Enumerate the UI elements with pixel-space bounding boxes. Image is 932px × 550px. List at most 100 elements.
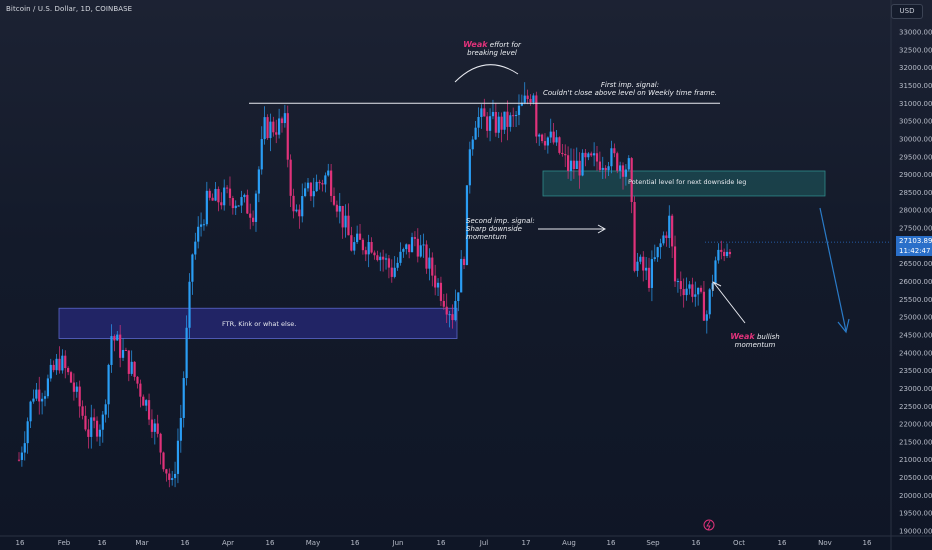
candle-body <box>90 417 93 437</box>
candle-body <box>619 165 622 171</box>
candle-body <box>728 251 732 255</box>
candle-body <box>656 247 659 258</box>
candle-body <box>598 161 601 170</box>
x-tick-label: 16 <box>437 539 446 547</box>
candle-body <box>555 137 558 143</box>
candle-body <box>529 98 532 103</box>
potential-level-label: Potential level for next downside leg <box>628 178 747 186</box>
candle-body <box>509 115 512 127</box>
weak-effort-highlight: Weak <box>463 40 488 49</box>
candle-body <box>413 237 417 239</box>
candle-body <box>49 364 52 379</box>
candle-body <box>263 117 266 140</box>
candle-body <box>130 361 133 374</box>
x-tick-label: Jun <box>392 539 404 547</box>
candle-body <box>558 137 561 153</box>
candle-body <box>653 257 656 260</box>
weak-effort-text: effort for <box>489 41 521 49</box>
y-tick-label: 19000.00 <box>899 528 932 536</box>
weak-bullish-highlight: Weak <box>730 332 755 341</box>
ftr-zone[interactable] <box>58 307 458 339</box>
candle-body <box>116 334 119 341</box>
candle-body <box>503 111 506 130</box>
candle-body <box>682 289 685 296</box>
candle-body <box>610 148 613 167</box>
candle-body <box>38 389 41 402</box>
candle-body <box>578 160 581 176</box>
first-signal-line2: Couldn't close above level on Weekly tim… <box>542 89 717 97</box>
candle-body <box>324 175 327 185</box>
candle-body <box>197 226 200 242</box>
second-signal-annotation: Second imp. signal: Sharp downside momen… <box>466 217 535 241</box>
candle-body <box>587 153 590 158</box>
candle-body <box>387 258 391 268</box>
candle-body <box>405 244 408 250</box>
candle-body <box>304 188 307 197</box>
candle-body <box>500 116 503 130</box>
candle-body <box>110 336 113 365</box>
candle-body <box>214 188 217 201</box>
candle-body <box>353 242 356 251</box>
candle-body <box>650 259 654 288</box>
candle-body <box>64 355 67 369</box>
candle-body <box>182 378 185 418</box>
candle-body <box>697 287 700 295</box>
candle-body <box>488 116 492 131</box>
candle-body <box>636 261 639 271</box>
candle-body <box>95 420 99 437</box>
weak-effort-line2: breaking level <box>467 49 517 57</box>
candle-body <box>549 131 552 138</box>
candle-body <box>416 238 419 257</box>
candle-body <box>647 267 651 288</box>
candle-body <box>220 202 223 206</box>
potential-level-zone[interactable] <box>542 170 826 197</box>
y-tick-label: 28000.00 <box>899 207 932 215</box>
candle-body <box>379 256 382 261</box>
candle-body <box>705 314 708 321</box>
candle-body <box>694 294 697 297</box>
candle-body <box>225 187 229 189</box>
candle-body <box>159 433 162 453</box>
candle-body <box>23 443 26 453</box>
event-lightning-icon[interactable] <box>703 519 715 531</box>
candle-body <box>526 95 529 99</box>
candle-body <box>419 245 422 257</box>
x-tick-label: 16 <box>607 539 616 547</box>
candle-body <box>552 131 555 143</box>
candle-body <box>350 235 353 251</box>
last-price-value: 27103.89 <box>899 237 932 245</box>
candle-body <box>156 423 159 434</box>
currency-button[interactable]: USD <box>891 4 923 19</box>
y-tick-label: 20000.00 <box>899 492 932 500</box>
candle-body <box>26 421 29 444</box>
weak-bullish-annotation: Weak bullish momentum <box>720 332 790 350</box>
candle-body <box>691 284 694 297</box>
candle-body <box>211 197 214 201</box>
candle-body <box>471 139 474 150</box>
candle-body <box>627 158 630 170</box>
candle-body <box>133 361 136 377</box>
candle-body <box>465 185 469 266</box>
candle-body <box>107 364 110 405</box>
candle-body <box>32 398 35 402</box>
candle-body <box>410 237 414 253</box>
candle-body <box>278 118 281 135</box>
candle-body <box>668 215 671 239</box>
candle-body <box>283 113 286 124</box>
candle-body <box>538 134 541 137</box>
candle-body <box>341 205 344 228</box>
candle-body <box>58 358 61 371</box>
candle-body <box>436 282 440 288</box>
candle-body <box>639 256 642 262</box>
candle-body <box>723 251 726 257</box>
candle-body <box>543 141 547 146</box>
candle-body <box>228 188 232 199</box>
y-tick-label: 20500.00 <box>899 474 932 482</box>
candle-body <box>223 187 226 206</box>
y-tick-label: 24000.00 <box>899 349 932 357</box>
candle-body <box>590 153 593 156</box>
candle-body <box>384 258 388 260</box>
y-tick-label: 22000.00 <box>899 421 932 429</box>
candle-body <box>382 256 385 260</box>
